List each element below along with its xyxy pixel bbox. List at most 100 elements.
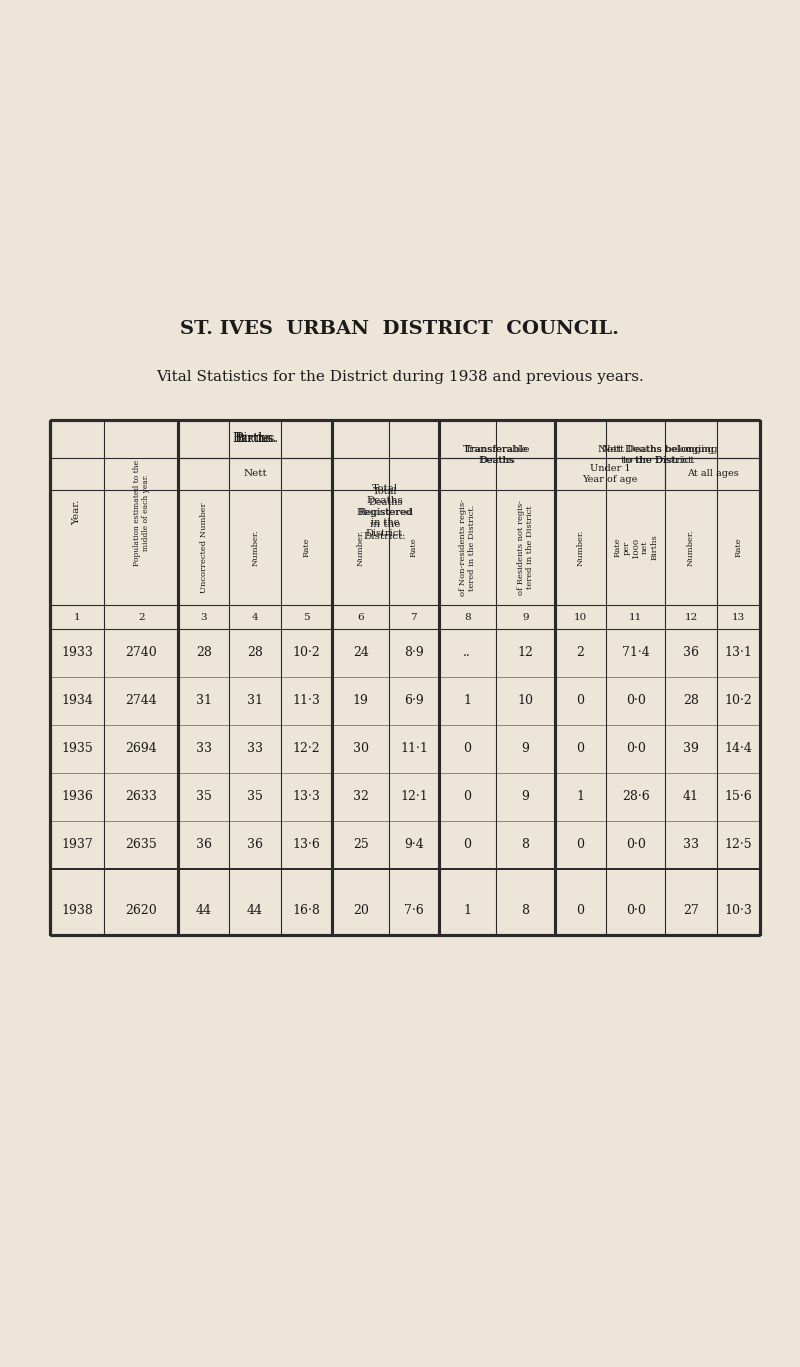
Text: Number.: Number. <box>251 529 259 566</box>
Text: 28: 28 <box>683 694 699 708</box>
Text: 27: 27 <box>683 905 699 917</box>
Text: 2694: 2694 <box>126 742 157 756</box>
Text: 9·4: 9·4 <box>404 838 424 852</box>
Text: 0·0: 0·0 <box>626 694 646 708</box>
Text: Number.: Number. <box>577 529 585 566</box>
Text: of Residents not regis-
tered in the District: of Residents not regis- tered in the Dis… <box>517 500 534 595</box>
Text: 0·0: 0·0 <box>626 905 646 917</box>
Text: Number.: Number. <box>357 529 365 566</box>
Text: 0: 0 <box>577 905 585 917</box>
Text: 13: 13 <box>732 612 745 622</box>
Text: 41: 41 <box>683 790 699 804</box>
Text: 0·0: 0·0 <box>626 838 646 852</box>
Text: Uncorrected Number: Uncorrected Number <box>200 502 208 593</box>
Text: 31: 31 <box>196 694 212 708</box>
Text: 33: 33 <box>683 838 699 852</box>
Text: 1934: 1934 <box>61 694 93 708</box>
Text: 44: 44 <box>196 905 212 917</box>
Text: 12: 12 <box>518 647 534 659</box>
Text: 15·6: 15·6 <box>725 790 752 804</box>
Text: 28: 28 <box>196 647 212 659</box>
Text: 8: 8 <box>522 905 530 917</box>
Text: 1: 1 <box>74 612 81 622</box>
Text: 20: 20 <box>353 905 369 917</box>
Text: 10·2: 10·2 <box>293 647 320 659</box>
Text: Rate
per
1000
net
Births: Rate per 1000 net Births <box>614 534 658 560</box>
Text: 2: 2 <box>577 647 585 659</box>
Text: 2620: 2620 <box>126 905 157 917</box>
Text: 0: 0 <box>577 838 585 852</box>
Text: 32: 32 <box>353 790 369 804</box>
Text: 0: 0 <box>577 742 585 756</box>
Text: 4: 4 <box>252 612 258 622</box>
Text: 8: 8 <box>464 612 470 622</box>
Text: 13·1: 13·1 <box>724 647 752 659</box>
Text: 1: 1 <box>463 905 471 917</box>
Text: Bᴇʀᴛʜs.: Bᴇʀᴛʜs. <box>232 432 278 446</box>
Text: 8: 8 <box>522 838 530 852</box>
Text: 35: 35 <box>196 790 212 804</box>
Text: 2: 2 <box>138 612 145 622</box>
Text: 24: 24 <box>353 647 369 659</box>
Text: Total
Deaths
Registered
in the
District.: Total Deaths Registered in the District. <box>357 484 414 540</box>
Text: 1: 1 <box>577 790 585 804</box>
Text: 39: 39 <box>683 742 699 756</box>
Text: 6·9: 6·9 <box>404 694 424 708</box>
Text: Births.: Births. <box>234 432 276 446</box>
Text: 0·0: 0·0 <box>626 742 646 756</box>
Text: 1935: 1935 <box>62 742 93 756</box>
Text: ST. IVES  URBAN  DISTRICT  COUNCIL.: ST. IVES URBAN DISTRICT COUNCIL. <box>181 320 619 338</box>
Text: 10: 10 <box>518 694 534 708</box>
Text: 9: 9 <box>522 742 530 756</box>
Text: 13·6: 13·6 <box>293 838 320 852</box>
Text: 11·1: 11·1 <box>400 742 428 756</box>
Text: 36: 36 <box>683 647 699 659</box>
Text: 10·2: 10·2 <box>725 694 752 708</box>
Text: 1937: 1937 <box>62 838 93 852</box>
Text: 9: 9 <box>522 612 529 622</box>
Text: Rate: Rate <box>410 537 418 558</box>
Text: Rate: Rate <box>302 537 310 558</box>
Text: 12·2: 12·2 <box>293 742 320 756</box>
Text: 0: 0 <box>463 838 471 852</box>
Text: 71·4: 71·4 <box>622 647 650 659</box>
Text: 0: 0 <box>577 694 585 708</box>
Text: 25: 25 <box>353 838 369 852</box>
Text: At all ages: At all ages <box>686 469 738 478</box>
Text: 11·3: 11·3 <box>293 694 320 708</box>
Text: 1936: 1936 <box>61 790 93 804</box>
Text: 31: 31 <box>247 694 263 708</box>
Text: 33: 33 <box>196 742 212 756</box>
Text: 33: 33 <box>247 742 263 756</box>
Text: 35: 35 <box>247 790 263 804</box>
Text: 6: 6 <box>358 612 364 622</box>
Text: Nett: Nett <box>243 469 267 478</box>
Text: Transferable
Deaths: Transferable Deaths <box>465 446 528 465</box>
Text: 9: 9 <box>522 790 530 804</box>
Text: of Non-residents regis-
tered in the District.: of Non-residents regis- tered in the Dis… <box>458 499 476 596</box>
Text: 8·9: 8·9 <box>404 647 424 659</box>
Text: 0: 0 <box>463 790 471 804</box>
Text: ..: .. <box>463 647 471 659</box>
Text: 10·3: 10·3 <box>724 905 752 917</box>
Text: Number.: Number. <box>687 529 695 566</box>
Text: 1938: 1938 <box>61 905 93 917</box>
Text: Nett Deaths belonging
to the District: Nett Deaths belonging to the District <box>598 444 718 465</box>
Text: 2635: 2635 <box>126 838 157 852</box>
Text: Transferable
Deaths: Transferable Deaths <box>463 444 530 465</box>
Text: 36: 36 <box>247 838 263 852</box>
Text: 36: 36 <box>196 838 212 852</box>
Text: 14·4: 14·4 <box>724 742 752 756</box>
Text: 28: 28 <box>247 647 263 659</box>
Text: Vital Statistics for the District during 1938 and previous years.: Vital Statistics for the District during… <box>156 370 644 384</box>
Text: 2633: 2633 <box>126 790 157 804</box>
Text: 11: 11 <box>629 612 642 622</box>
Text: 12·5: 12·5 <box>725 838 752 852</box>
Text: Population estimated to the
middle of each year.: Population estimated to the middle of ea… <box>133 459 150 566</box>
Text: Nett Deaths belonging
to the District: Nett Deaths belonging to the District <box>602 446 714 465</box>
Text: 10: 10 <box>574 612 587 622</box>
Text: 3: 3 <box>201 612 207 622</box>
Text: 44: 44 <box>247 905 263 917</box>
Text: 7·6: 7·6 <box>404 905 424 917</box>
Text: 28·6: 28·6 <box>622 790 650 804</box>
